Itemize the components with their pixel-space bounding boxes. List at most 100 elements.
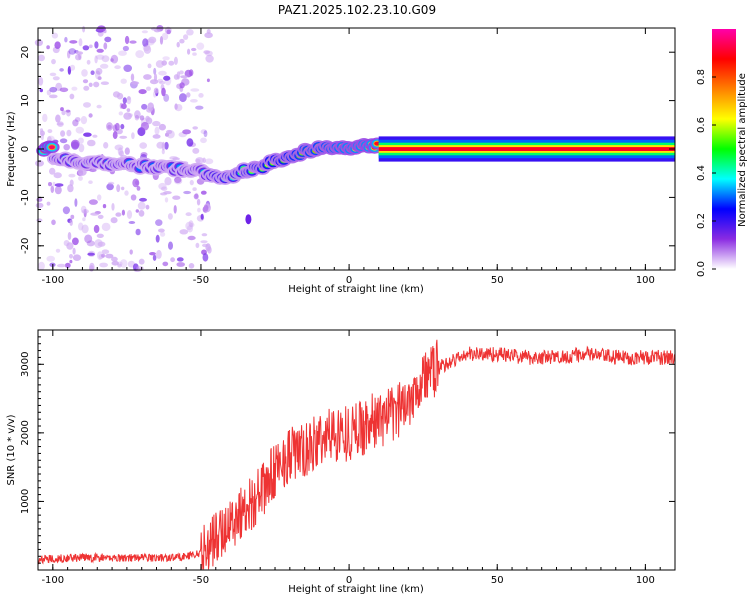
noise-blob (116, 92, 124, 100)
noise-blob (129, 249, 133, 255)
noise-blob (196, 198, 201, 206)
noise-blob (57, 263, 66, 268)
y-tick-label: 10 (20, 94, 31, 107)
y-tick-label: 2000 (20, 420, 31, 445)
noise-blob (145, 204, 150, 210)
noise-blob (139, 115, 145, 121)
noise-blob (150, 79, 159, 85)
noise-blob (172, 157, 180, 161)
noise-blob (173, 205, 177, 214)
noise-blob (107, 124, 112, 130)
noise-blob (195, 105, 204, 110)
snr-x-label: Height of straight line (km) (288, 584, 424, 595)
noise-blob (86, 59, 91, 65)
colorbar-tick-label: 0.2 (696, 213, 707, 229)
noise-blob (179, 70, 184, 75)
noise-blob (168, 241, 173, 250)
noise-blob (189, 222, 195, 228)
noise-blob (153, 87, 159, 94)
noise-blob (205, 54, 214, 63)
noise-blob (34, 39, 44, 47)
noise-blob (101, 222, 111, 232)
noise-blob (195, 242, 200, 249)
noise-blob (46, 45, 50, 50)
colorbar-axis: 0.0 0.2 0.4 0.6 0.8 (696, 69, 716, 277)
noise-blob (95, 67, 103, 75)
noise-blob (173, 74, 179, 80)
noise-blob (102, 204, 107, 209)
noise-blob (72, 247, 76, 255)
x-tick-label: -50 (193, 275, 209, 286)
noise-blob (78, 52, 82, 61)
noise-blob (205, 50, 213, 57)
noise-blob (159, 80, 166, 85)
y-tick-label: 0 (20, 146, 31, 152)
noise-blob (179, 93, 187, 103)
noise-blob (158, 228, 165, 233)
noise-blob (83, 85, 90, 91)
noise-blob (69, 64, 76, 71)
noise-blob (160, 231, 166, 237)
noise-blob (158, 123, 166, 131)
x-tick-label: -100 (41, 575, 64, 586)
noise-blob (193, 193, 199, 200)
noise-blob (46, 201, 51, 206)
noise-blob (176, 257, 184, 262)
noise-blob (152, 254, 157, 261)
noise-blob (134, 114, 140, 121)
noise-blob (67, 232, 72, 240)
noise-blob (119, 150, 124, 157)
noise-blob (121, 209, 125, 216)
noise-blob (143, 45, 152, 54)
noise-blob (106, 183, 114, 191)
noise-blob (192, 147, 200, 154)
noise-blob (75, 126, 85, 134)
noise-blob (206, 29, 211, 34)
noise-blob (96, 104, 102, 109)
spectrogram-x-label: Height of straight line (km) (288, 284, 424, 295)
noise-blob (130, 194, 137, 201)
noise-blob (54, 183, 64, 187)
noise-blob (59, 68, 64, 72)
noise-blob (96, 233, 104, 238)
noise-blob (68, 173, 76, 178)
noise-blob (116, 184, 121, 193)
noise-blob (202, 253, 209, 262)
noise-blob (152, 134, 161, 139)
noise-blob (103, 142, 109, 149)
noise-blob (204, 158, 214, 165)
noise-blob (138, 210, 145, 217)
noise-blob (106, 122, 113, 131)
noise-blob (196, 42, 205, 50)
noise-blob (82, 79, 89, 84)
noise-blob (78, 222, 84, 231)
noise-blob (39, 130, 45, 136)
noise-blob (87, 139, 96, 147)
colorbar-label: Normalized spectral amplitude (737, 73, 748, 227)
noise-blob (75, 51, 84, 55)
noise-blob (67, 184, 74, 193)
x-tick-label: -100 (41, 275, 64, 286)
x-tick-label: -50 (193, 575, 209, 586)
noise-blob (49, 86, 58, 93)
noise-blob (143, 74, 152, 80)
ridge-core (48, 145, 55, 150)
noise-blob (172, 195, 181, 200)
colorbar-tick-label: 0.6 (696, 117, 707, 133)
noise-blob (187, 225, 193, 233)
noise-blob (121, 103, 127, 110)
noise-blob (117, 261, 123, 266)
noise-blob (50, 185, 55, 193)
noise-blob (166, 129, 173, 135)
noise-blob (93, 81, 100, 88)
noise-blob (141, 30, 148, 34)
noise-blob (36, 197, 43, 202)
noise-blob (119, 102, 123, 109)
noise-blob (111, 260, 119, 266)
noise-blob (69, 253, 73, 259)
noise-blob (101, 253, 106, 258)
noise-blob (121, 186, 125, 191)
noise-blob (95, 54, 105, 60)
noise-blob (156, 249, 162, 259)
x-tick-label: 100 (636, 275, 655, 286)
